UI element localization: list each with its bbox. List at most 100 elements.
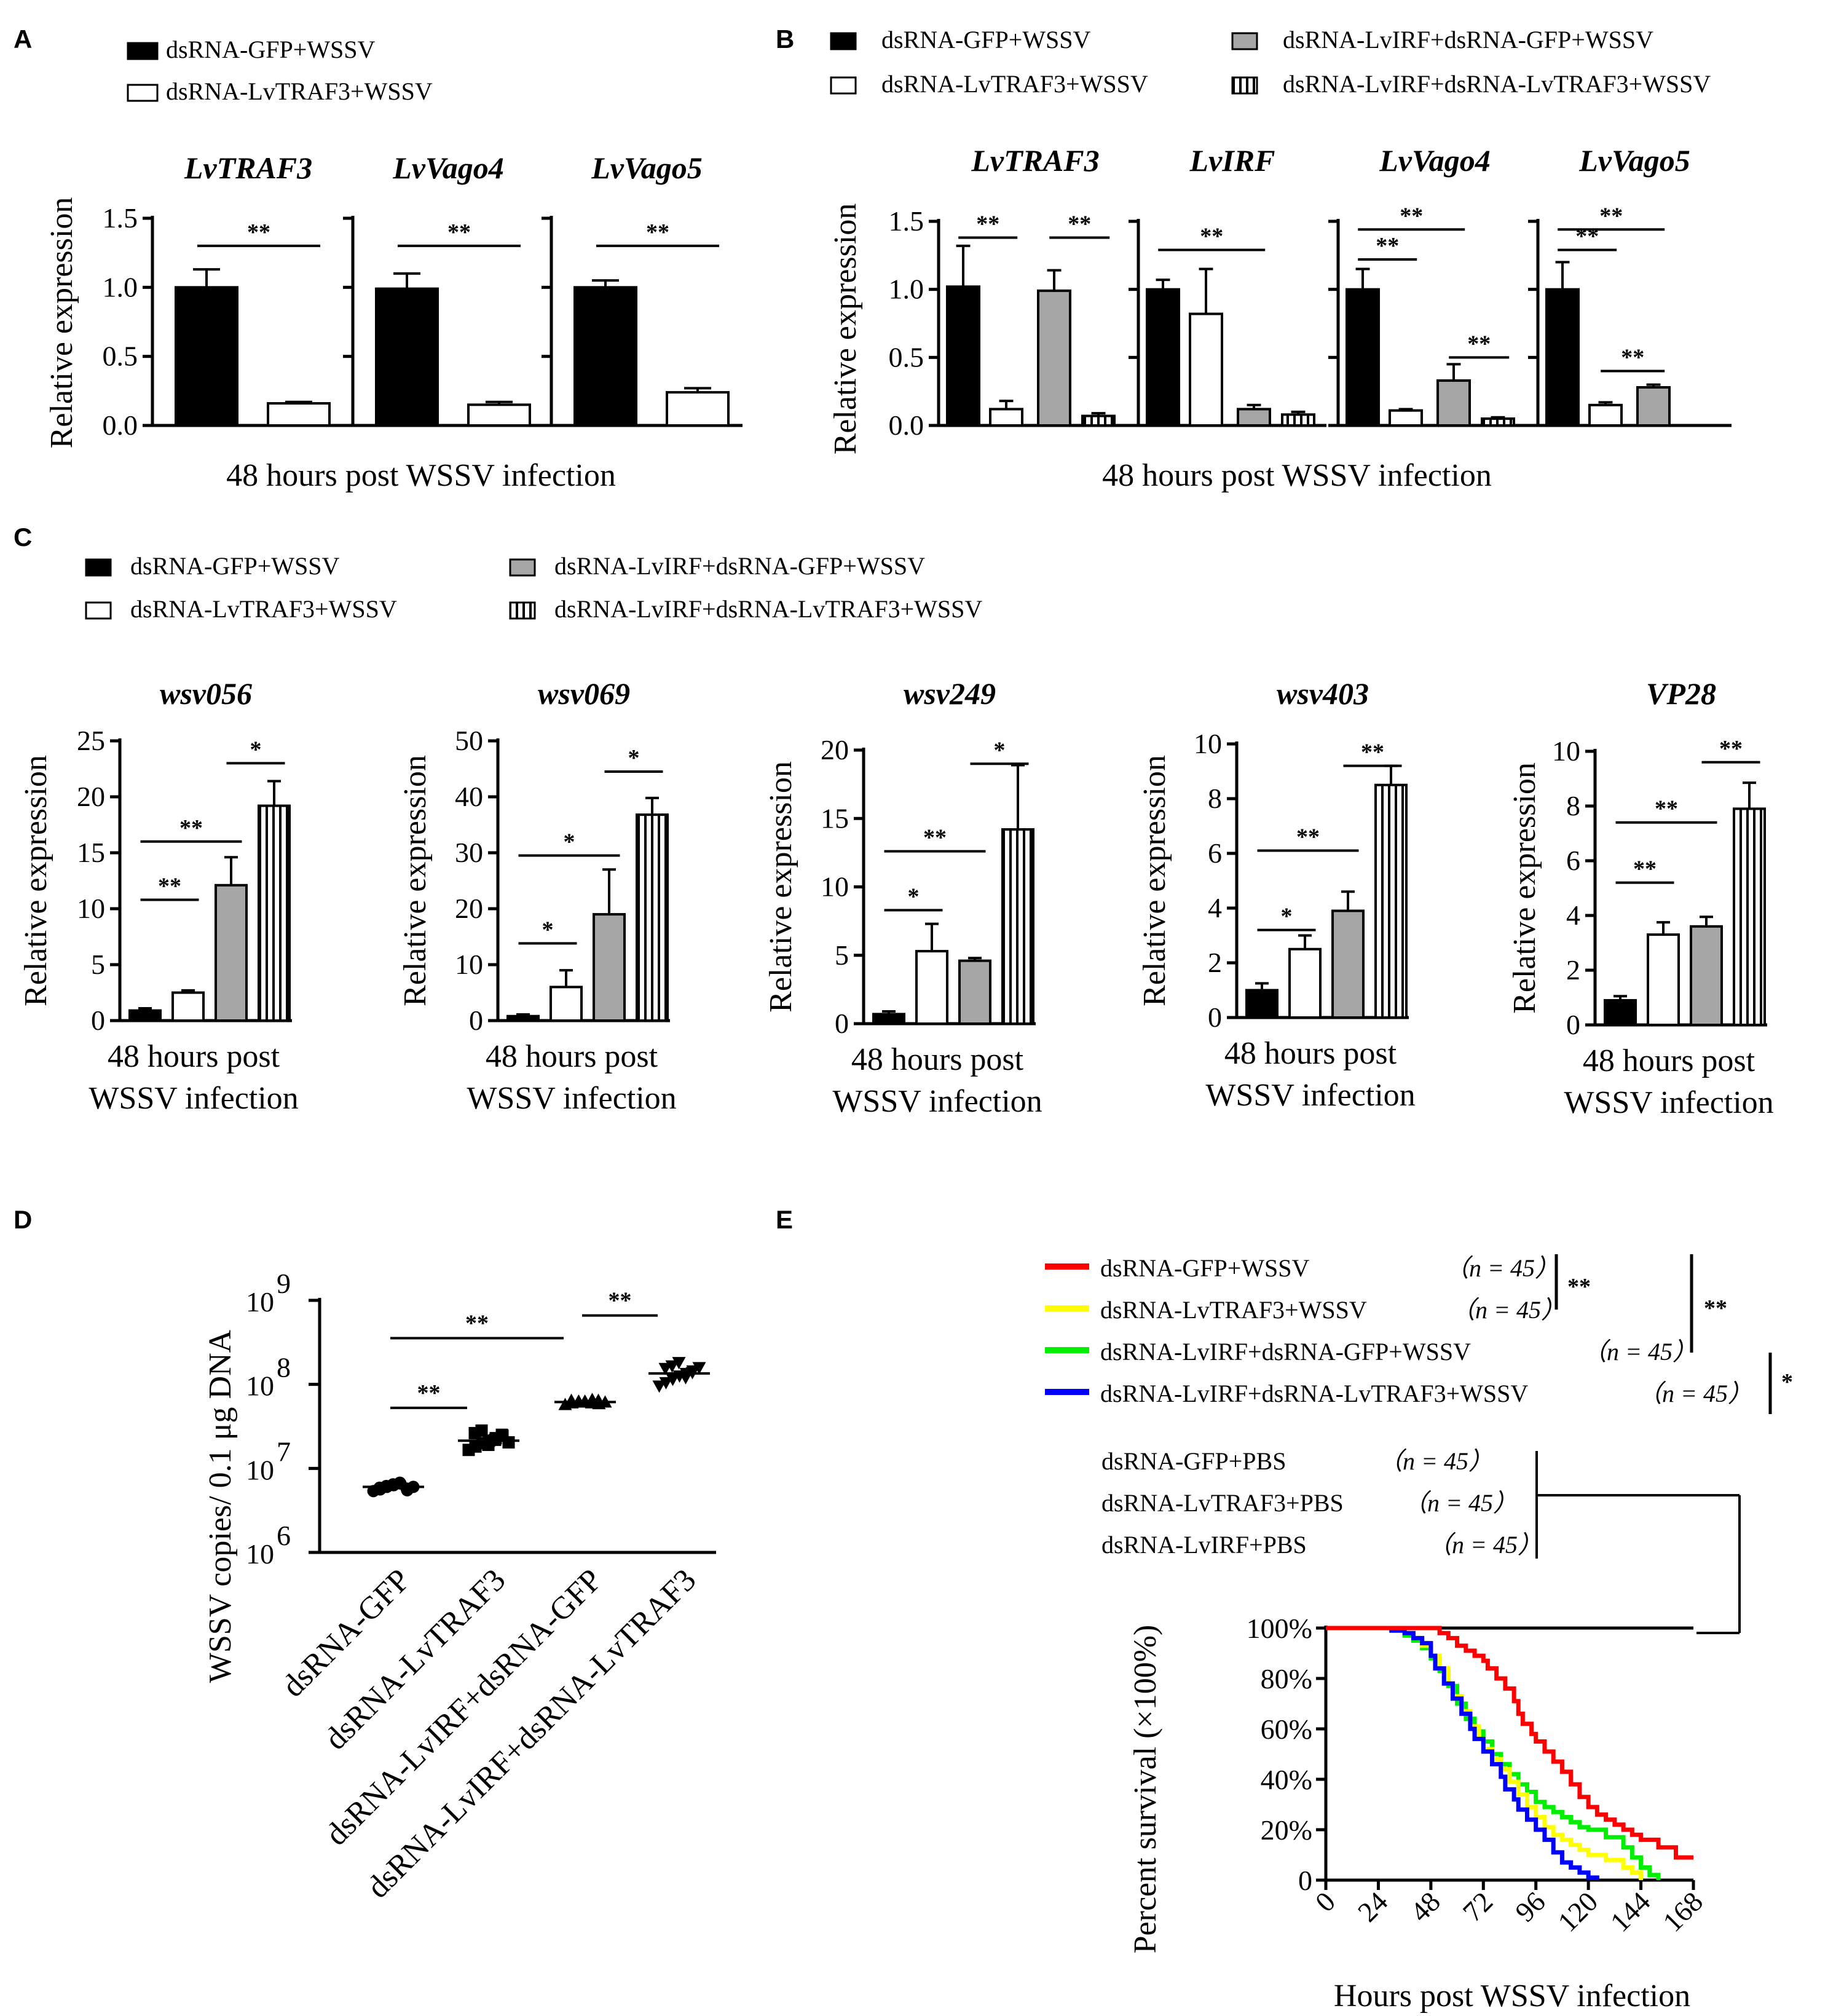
legend-label: dsRNA-GFP+WSSV: [881, 26, 1091, 53]
sig-label: **: [1467, 331, 1491, 357]
x-tick-label: 120: [1551, 1886, 1604, 1938]
subplot-title: LvVago4: [1379, 143, 1491, 178]
legend-label: dsRNA-LvIRF+dsRNA-GFP+WSSV: [1100, 1338, 1471, 1366]
panel-label-d: D: [14, 1205, 32, 1234]
bar: [1037, 289, 1071, 427]
panel-label-c: C: [14, 523, 32, 551]
panel-e: dsRNA-GFP+WSSV dsRNA-LvTRAF3+WSSV dsRNA-Lv…: [1045, 1254, 1793, 2014]
legend-n: （n = 45）: [1582, 1338, 1697, 1366]
y-axis-label: Relative expression: [44, 197, 79, 449]
y-tick-label: 10: [246, 1286, 274, 1318]
data-point: [692, 1362, 706, 1375]
y-tick-label: 0: [469, 1005, 483, 1036]
data-point: [502, 1436, 515, 1449]
data-point: [672, 1357, 686, 1370]
subplot-title: LvVago5: [1578, 143, 1690, 178]
x-tick-label: 48: [1404, 1886, 1446, 1928]
y-tick-label: 4: [1208, 892, 1222, 923]
bar: [915, 950, 948, 1025]
legend-swatch: [509, 558, 536, 577]
bar: [593, 913, 626, 1022]
sig-label: **: [1704, 1295, 1727, 1321]
data-point: [666, 1374, 680, 1386]
legend-swatch: [830, 76, 857, 95]
bar: [1636, 386, 1671, 427]
legend-n: （n = 45）: [1403, 1489, 1518, 1517]
y-tick-label: 0: [1208, 1002, 1222, 1033]
y-tick-label: 8: [1208, 783, 1222, 814]
y-tick-label: 0: [91, 1005, 105, 1036]
sig-label: **: [1200, 223, 1223, 249]
legend-n: （n = 45）: [1378, 1447, 1493, 1475]
y-tick-label: 25: [77, 725, 105, 756]
y-tick-label: 1.0: [103, 271, 138, 302]
panel-b: dsRNA-GFP+WSSV dsRNA-LvTRAF3+WSSV dsRNA-Lv…: [828, 26, 1732, 493]
bar: [1281, 413, 1315, 427]
y-tick-label: 0.5: [889, 341, 924, 373]
y-tick-label: 15: [821, 802, 849, 834]
bar: [1081, 414, 1116, 427]
x-axis-label: 48 hours post: [1224, 1036, 1397, 1071]
y-tick-label: 10: [77, 893, 105, 924]
legend-label: dsRNA-LvTRAF3+WSSV: [881, 70, 1148, 98]
legend-swatch: [85, 558, 112, 577]
subplot-title: LvIRF: [1189, 143, 1275, 178]
subplot-title: VP28: [1646, 676, 1716, 711]
y-tick-label: 5: [835, 939, 849, 971]
data-point: [665, 1360, 679, 1373]
y-tick-label: 20%: [1261, 1814, 1312, 1846]
data-point: [652, 1380, 666, 1393]
y-axis-label: Relative expression: [398, 755, 433, 1006]
sig-label: **: [1599, 203, 1623, 229]
sig-label: **: [1361, 740, 1384, 765]
legend-n: （n = 45）: [1427, 1531, 1542, 1559]
bar: [258, 804, 291, 1022]
data-point: [659, 1377, 673, 1389]
bar: [573, 286, 637, 427]
bar: [1389, 409, 1423, 427]
y-tick-label: 60%: [1261, 1714, 1312, 1745]
y-tick-label: 100%: [1247, 1613, 1312, 1644]
subplot-title: wsv056: [160, 676, 252, 711]
bar: [1288, 947, 1322, 1019]
x-tick-label: 168: [1657, 1886, 1709, 1938]
bar: [1588, 403, 1623, 427]
bar: [636, 813, 669, 1022]
y-tick-label: 20: [821, 734, 849, 765]
legend-swatch: [127, 84, 159, 102]
legend-swatch: [830, 32, 857, 50]
bar: [1604, 998, 1637, 1026]
bar: [175, 286, 238, 427]
sig-label: **: [1296, 824, 1320, 850]
y-axis-label: Percent survival (×100%): [1128, 1625, 1163, 1954]
y-axis-label: WSSV copies/ 0.1 μg DNA: [203, 1329, 238, 1683]
sig-label: *: [994, 737, 1006, 763]
legend-label: dsRNA-GFP+PBS: [1101, 1447, 1286, 1475]
bar: [171, 991, 205, 1022]
y-axis-label: Relative expression: [763, 761, 798, 1013]
y-tick-label: 50: [455, 725, 483, 756]
chart-panels: dsRNA-GFP+WSSV dsRNA-LvTRAF3+WSSV LvTRAF3 0…: [18, 26, 1793, 2014]
sig-label: **: [1633, 856, 1657, 882]
sig-label: **: [179, 815, 203, 841]
subplot-title: LvTRAF3: [971, 143, 1099, 178]
x-axis-label: WSSV infection: [1205, 1078, 1415, 1113]
sig-label: *: [628, 745, 640, 771]
sig-label: **: [923, 825, 947, 851]
bar: [1436, 379, 1471, 427]
subplot-title: LvVago5: [591, 151, 703, 185]
panel-c: dsRNA-GFP+WSSV dsRNA-LvTRAF3+WSSV dsRNA-Lv…: [18, 552, 1774, 1120]
legend-label: dsRNA-LvIRF+dsRNA-LvTRAF3+WSSV: [554, 595, 982, 623]
x-axis-label: WSSV infection: [1564, 1085, 1773, 1120]
bar: [1733, 807, 1766, 1026]
y-tick-label: 1.0: [889, 274, 924, 305]
bar: [1374, 783, 1408, 1019]
y-tick-label: 40%: [1261, 1764, 1312, 1795]
bar: [1545, 288, 1580, 427]
legend-swatch: [1231, 76, 1258, 95]
subplot-title: wsv403: [1277, 676, 1369, 711]
y-tick-label: 6: [1566, 845, 1580, 876]
x-axis-label: 48 hours post: [108, 1039, 280, 1074]
sig-label: *: [1281, 904, 1293, 930]
subplot-title: LvVago4: [392, 151, 504, 185]
